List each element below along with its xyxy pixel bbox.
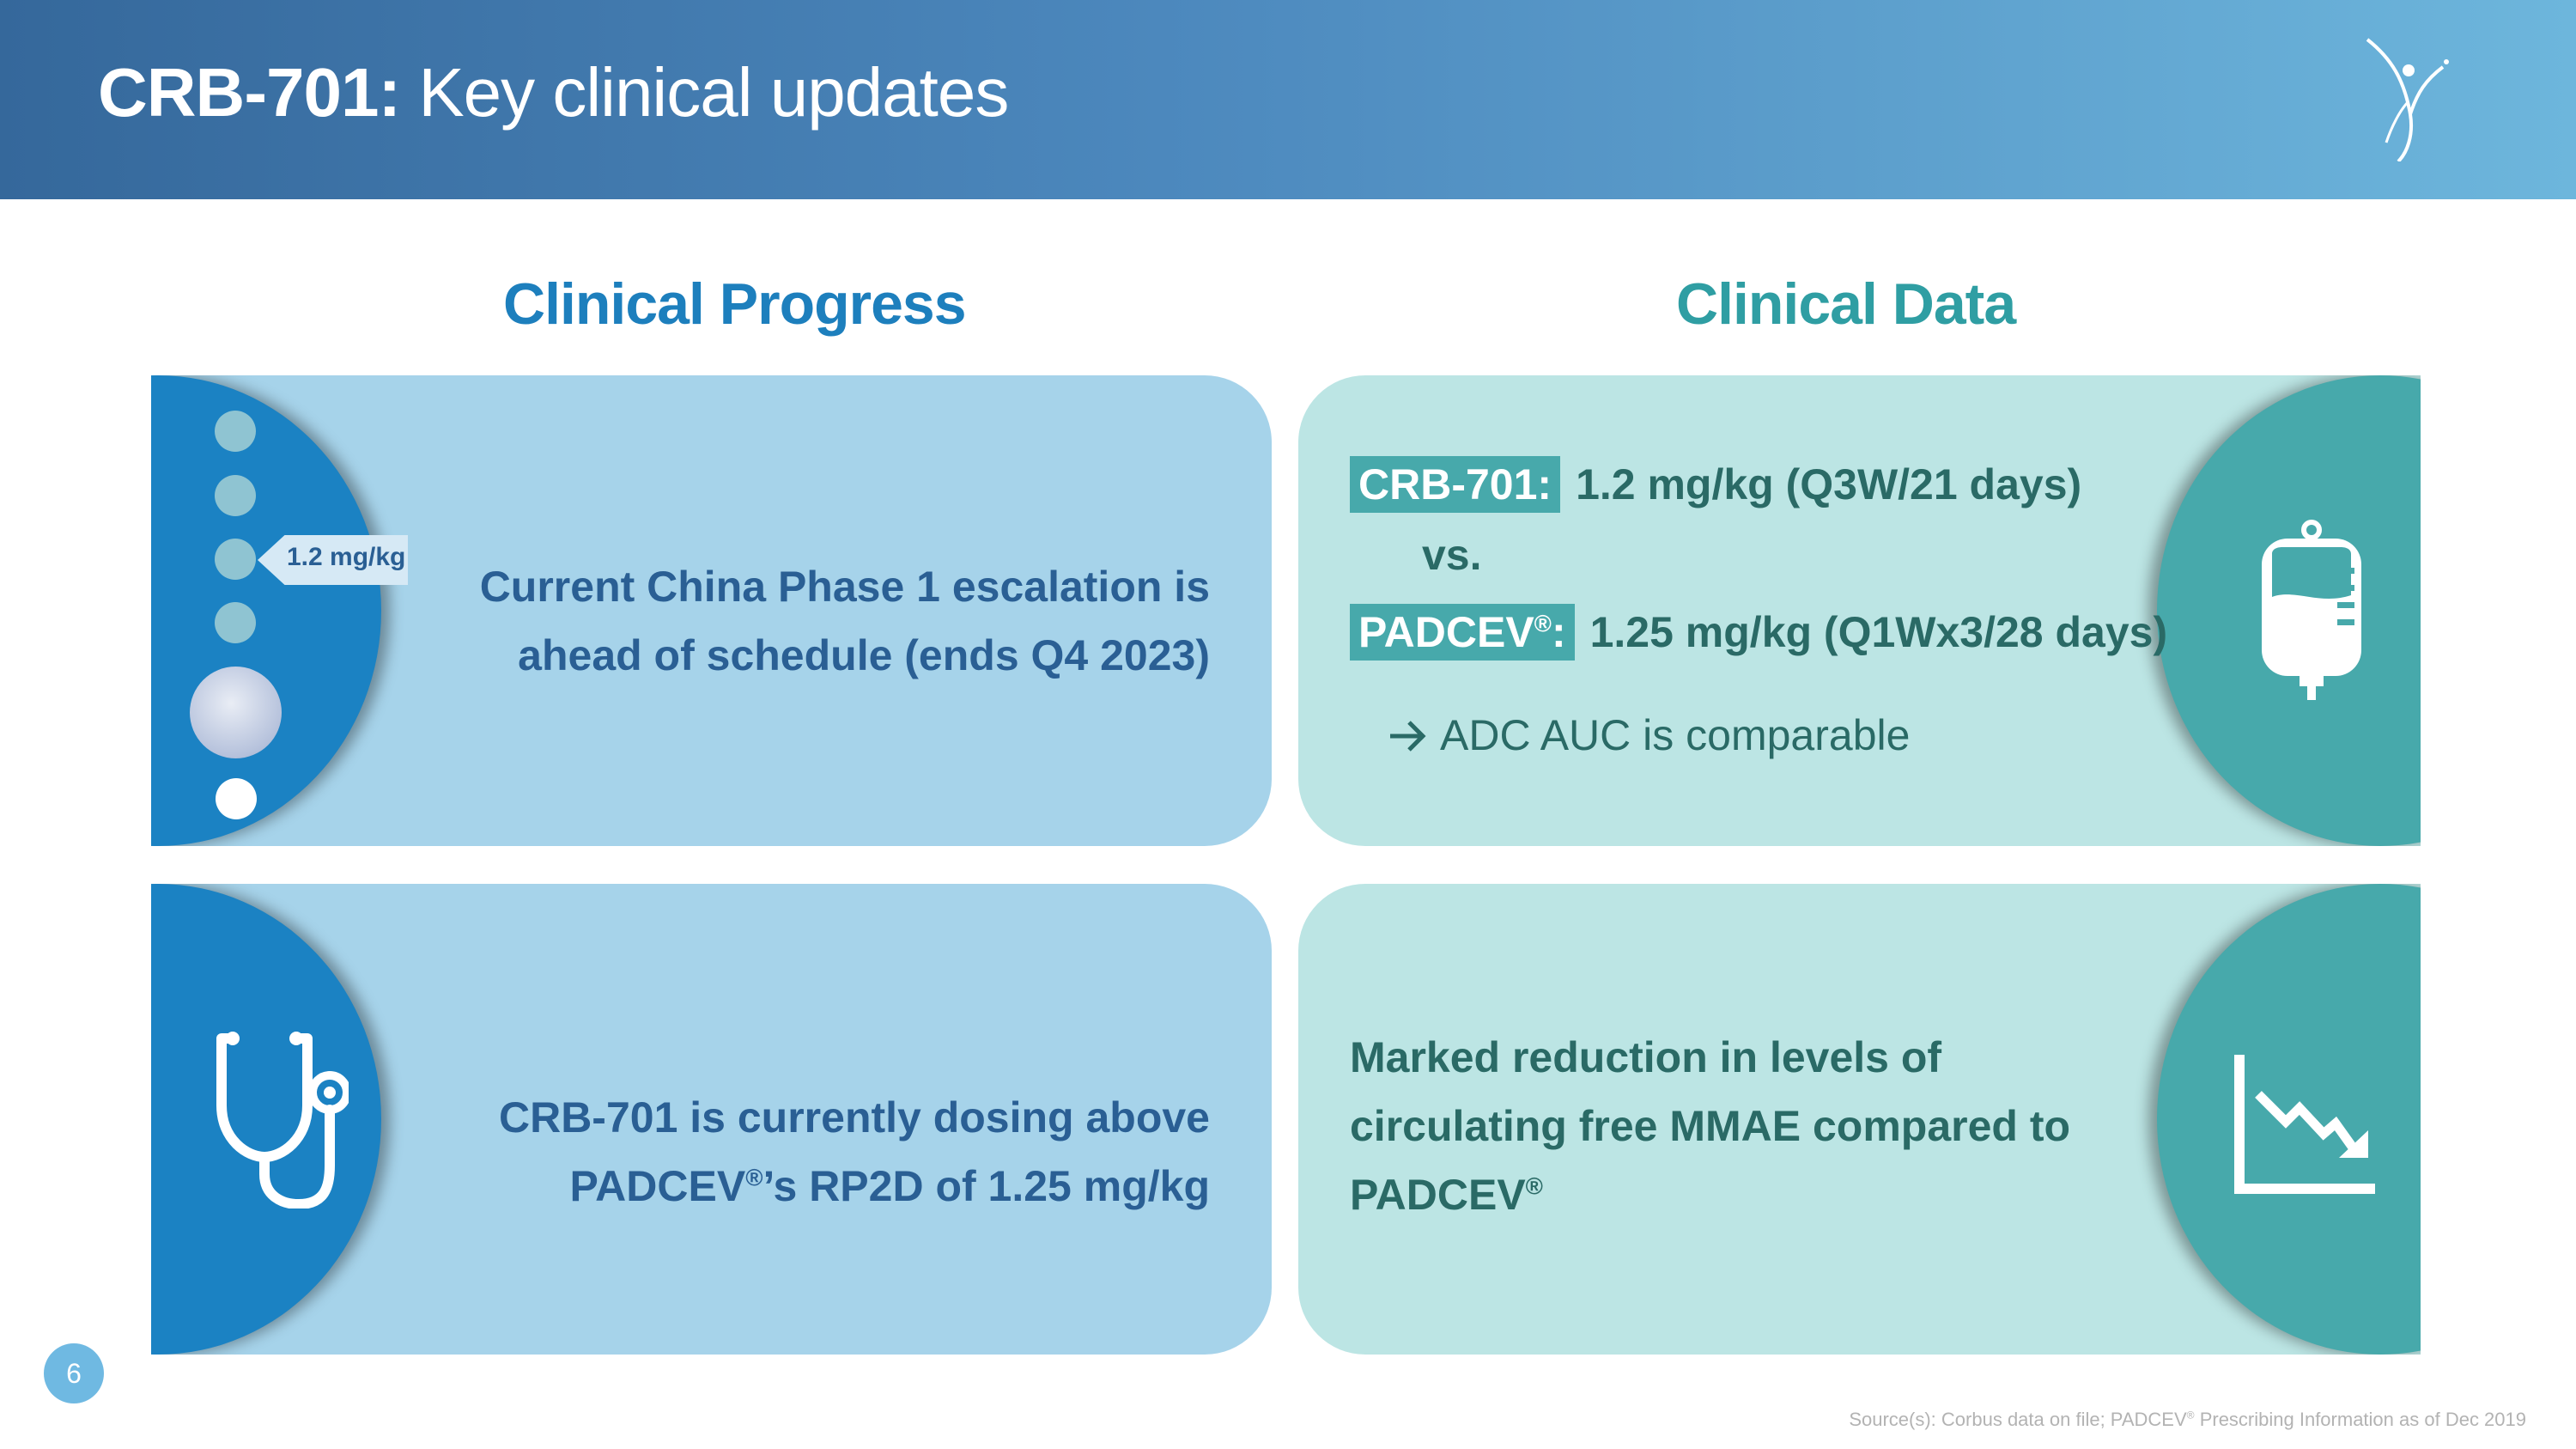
registered-mark: ® <box>745 1164 763 1191</box>
dose-flag <box>258 535 408 585</box>
mmae-card-text: Marked reduction in levels of circulatin… <box>1350 1023 2070 1229</box>
progress-line-1: Current China Phase 1 escalation is <box>479 563 1210 611</box>
mmae-line-2: circulating free MMAE compared to <box>1350 1102 2071 1150</box>
page-title: CRB-701: Key clinical updates <box>98 53 1009 132</box>
registered-mark: ® <box>2186 1409 2195 1422</box>
padcev-dose: 1.25 mg/kg (Q1Wx3/28 days) <box>1589 608 2168 656</box>
progress-card: Current China Phase 1 escalation is ahea… <box>151 375 1272 846</box>
dose-dot-current <box>215 539 256 580</box>
source-text-1: Source(s): Corbus data on file; PADCEV <box>1849 1409 2187 1430</box>
crb701-dose: 1.2 mg/kg (Q3W/21 days) <box>1576 460 2082 508</box>
title-subject: Key clinical updates <box>418 54 1009 131</box>
clinical-progress-heading: Clinical Progress <box>503 271 967 337</box>
page-number: 6 <box>44 1343 104 1403</box>
crb701-tag: CRB-701: <box>1350 456 1561 513</box>
source-note: Source(s): Corbus data on file; PADCEV® … <box>1849 1409 2526 1431</box>
progress-line-2: ahead of schedule (ends Q4 2023) <box>518 631 1210 679</box>
progress-card-text: Current China Phase 1 escalation is ahea… <box>480 552 1210 690</box>
crb701-dose-line: CRB-701: 1.2 mg/kg (Q3W/21 days) <box>1350 456 2081 513</box>
mmae-card: Marked reduction in levels of circulatin… <box>1298 884 2421 1355</box>
logo-figure-icon <box>2366 38 2449 161</box>
declining-chart-icon <box>2234 1055 2375 1194</box>
padcev-name: PADCEV <box>1350 1171 1526 1219</box>
mmae-line-1: Marked reduction in levels of <box>1350 1033 1942 1081</box>
dose-dot <box>215 602 256 643</box>
padcev-name: PADCEV <box>569 1162 746 1210</box>
auc-text: ADC AUC is comparable <box>1440 711 1911 759</box>
clinical-data-heading: Clinical Data <box>1676 271 2016 337</box>
versus-text: vs. <box>1422 531 1482 579</box>
stethoscope-icon <box>216 1032 349 1209</box>
dose-dot-large <box>190 667 282 758</box>
padcev-tag-colon: : <box>1551 608 1566 656</box>
padcev-dose-line: PADCEV®: 1.25 mg/kg (Q1Wx3/28 days) <box>1350 604 2167 661</box>
iv-bag-icon <box>2262 520 2361 700</box>
dose-dot-white <box>216 778 257 819</box>
auc-conclusion: ADC AUC is comparable <box>1388 710 1910 760</box>
dosing-card: CRB-701 is currently dosing above PADCEV… <box>151 884 1272 1355</box>
padcev-tag: PADCEV®: <box>1350 604 1575 661</box>
dosing-card-text: CRB-701 is currently dosing above PADCEV… <box>499 1083 1210 1221</box>
data-card: CRB-701: 1.2 mg/kg (Q3W/21 days) vs. PADC… <box>1298 375 2421 846</box>
rp2d-text: ’s RP2D of 1.25 mg/kg <box>762 1162 1210 1210</box>
title-product: CRB-701: <box>98 54 401 131</box>
dose-dot <box>215 475 256 516</box>
dosing-line-1: CRB-701 is currently dosing above <box>498 1093 1210 1142</box>
header-band: CRB-701: Key clinical updates <box>0 0 2576 199</box>
mmae-line-3: PADCEV® <box>1350 1160 2070 1229</box>
padcev-tag-name: PADCEV <box>1358 608 1534 656</box>
dosing-line-2: PADCEV®’s RP2D of 1.25 mg/kg <box>499 1152 1210 1221</box>
progress-card-cap <box>151 375 381 846</box>
dose-dot <box>215 411 256 452</box>
source-text-2: Prescribing Information as of Dec 2019 <box>2194 1409 2526 1430</box>
registered-mark: ® <box>1525 1172 1543 1200</box>
dose-label: 1.2 mg/kg <box>287 543 406 571</box>
arrow-right-icon <box>1390 721 1426 752</box>
registered-mark: ® <box>1534 610 1552 637</box>
